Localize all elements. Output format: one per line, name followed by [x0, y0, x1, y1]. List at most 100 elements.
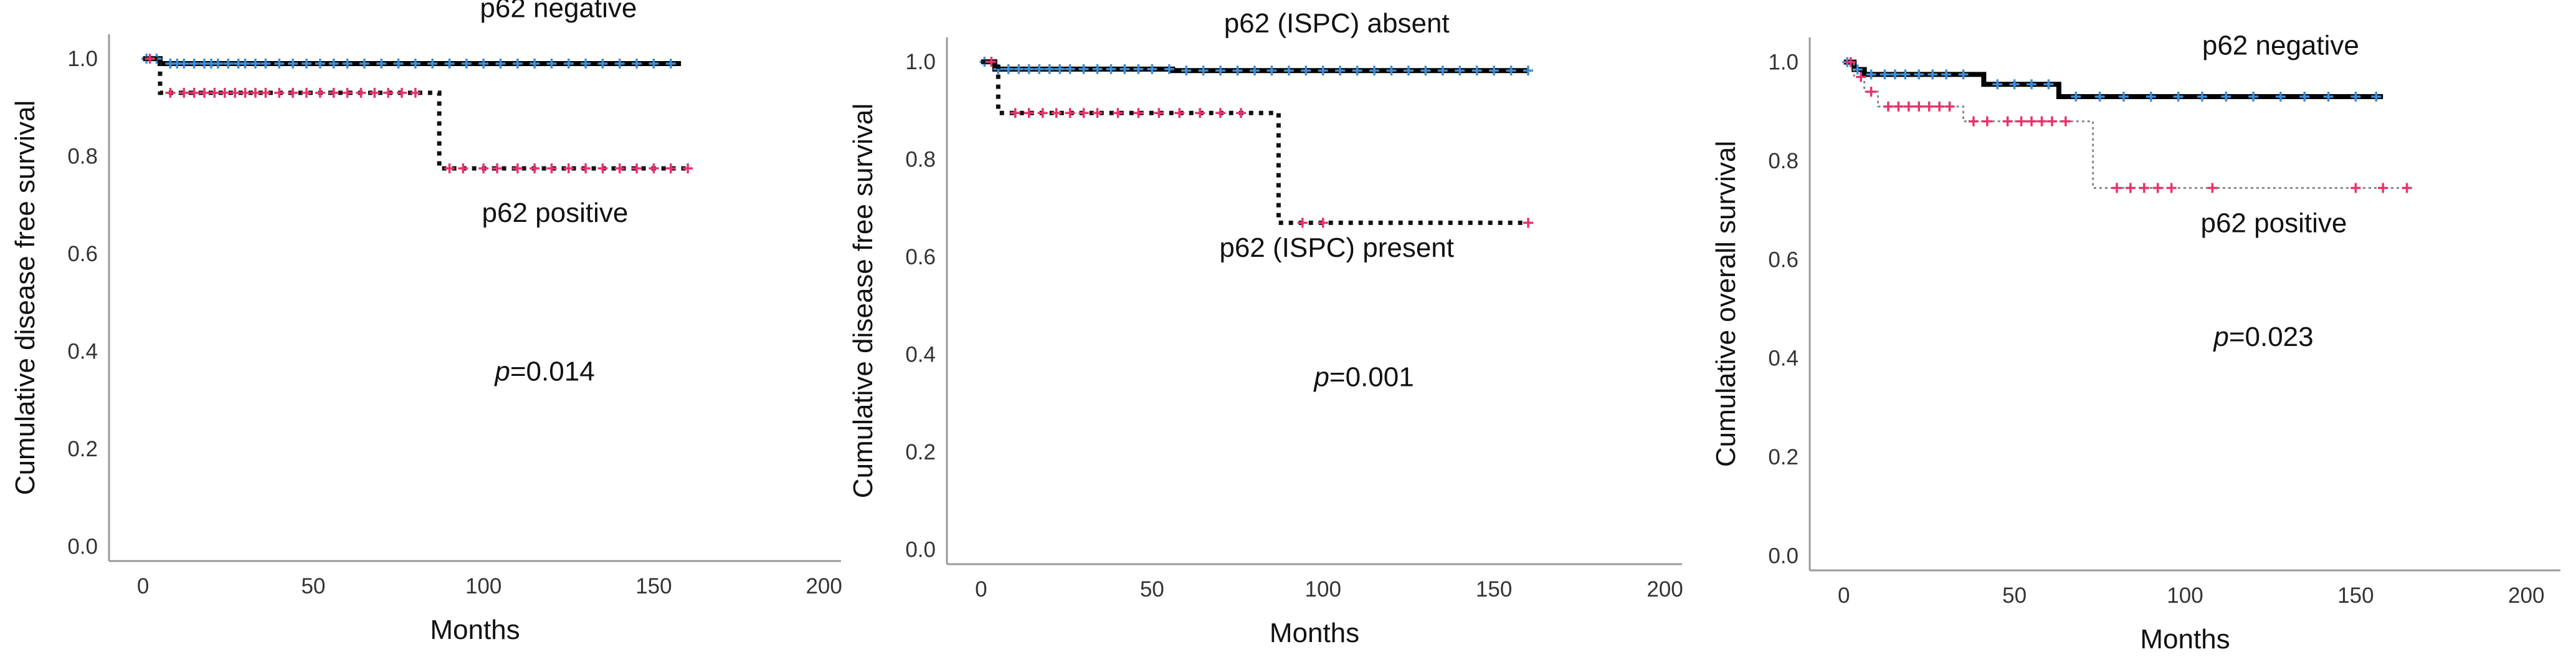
censor-mark: [2118, 92, 2129, 102]
censor-mark: [1024, 64, 1034, 74]
censor-mark: [288, 58, 298, 69]
censor-mark: [1352, 65, 1362, 76]
x-tick-label: 200: [2508, 583, 2544, 608]
censor-mark: [2248, 92, 2259, 102]
censor-mark: [1455, 65, 1465, 76]
censor-mark: [581, 163, 591, 174]
x-tick-label: 150: [1476, 577, 1512, 602]
censor-mark: [1055, 64, 1065, 74]
censor-mark: [546, 58, 557, 69]
x-tick-label: 100: [1305, 577, 1341, 602]
censor-mark: [1420, 65, 1431, 76]
censor-mark: [359, 58, 369, 69]
censor-mark: [1065, 108, 1075, 118]
censor-mark: [1174, 108, 1185, 118]
y-tick-label: 0.6: [67, 242, 98, 266]
curve-label: p62 negative: [2202, 31, 2359, 61]
censor-mark: [189, 58, 199, 69]
censor-mark: [2197, 92, 2207, 102]
censor-mark: [2046, 116, 2057, 127]
km-panel-1: 0.0 0.2 0.4 0.6 0.8 1.0 0 50 100 150 200 Months Cumu…: [10, 0, 842, 645]
censor-mark: [274, 58, 285, 69]
censor-mark: [1523, 218, 1534, 228]
y-tick-label: 1.0: [67, 47, 98, 71]
censor-mark: [2094, 92, 2105, 102]
censor-mark: [649, 58, 659, 69]
y-tick-label: 0.4: [1768, 347, 1799, 371]
censor-mark: [1297, 218, 1308, 228]
x-tick-label: 100: [465, 574, 501, 598]
censor-mark: [1927, 69, 1938, 80]
x-axis-title: Months: [430, 615, 520, 645]
censor-mark: [1968, 116, 1979, 127]
censor-mark: [212, 58, 223, 69]
censor-mark: [2027, 116, 2037, 127]
censor-mark: [1119, 64, 1130, 74]
censor-mark: [1215, 108, 1226, 118]
x-tick-label: 200: [1647, 577, 1683, 602]
censor-mark: [1944, 101, 1955, 112]
censor-mark: [1941, 69, 1952, 80]
censor-mark: [376, 58, 387, 69]
censor-mark: [1866, 87, 1876, 97]
censor-mark: [461, 58, 472, 69]
censor-mark: [342, 58, 353, 69]
survival-curve-comparison: [1843, 61, 2410, 189]
y-tick-label: 0.8: [905, 148, 936, 172]
censor-mark: [1934, 101, 1945, 112]
censor-mark: [2071, 92, 2081, 102]
censor-mark: [1044, 64, 1055, 74]
y-tick-label: 0.2: [67, 437, 98, 461]
y-tick-label: 0.2: [1768, 445, 1799, 469]
y-tick-label: 0.4: [905, 343, 936, 367]
censor-mark: [288, 87, 298, 98]
censor-mark: [397, 87, 407, 98]
y-tick-label: 0.6: [1768, 247, 1799, 272]
censor-mark: [1198, 65, 1209, 76]
censor-mark: [2139, 183, 2149, 193]
censor-mark: [512, 58, 523, 69]
censor-mark: [2350, 183, 2361, 193]
censor-mark: [1856, 72, 1866, 82]
y-tick-label: 1.0: [905, 50, 936, 74]
censor-mark: [219, 87, 230, 98]
censor-mark: [2037, 116, 2047, 127]
censor-mark: [1318, 218, 1328, 228]
censor-mark: [665, 58, 676, 69]
censor-mark: [492, 163, 503, 174]
censor-mark: [209, 87, 220, 98]
y-tick-label: 0.0: [905, 538, 936, 562]
censor-mark: [530, 163, 540, 174]
censor-mark: [199, 87, 210, 98]
censor-mark: [1078, 108, 1089, 118]
km-panel-2: 0.0 0.2 0.4 0.6 0.8 1.0 0 50 100 150 200 Months Cumu…: [848, 8, 1683, 648]
censor-mark: [410, 58, 421, 69]
censor-mark: [1318, 65, 1328, 76]
p-value-text: =0.023: [2229, 322, 2314, 352]
x-tick-label: 0: [1838, 583, 1850, 608]
censor-mark: [1914, 69, 1924, 80]
censor-mark: [581, 58, 591, 69]
censor-mark: [563, 58, 574, 69]
censor-mark: [2350, 92, 2361, 102]
censor-mark: [1147, 64, 1157, 74]
censor-mark: [1232, 65, 1243, 76]
censor-mark: [1883, 101, 1893, 112]
censor-mark: [1889, 69, 1900, 80]
y-tick-label: 0.8: [1768, 149, 1799, 173]
censor-mark: [356, 87, 366, 98]
censor-mark: [597, 163, 608, 174]
censor-mark: [1900, 69, 1911, 80]
censor-mark: [563, 163, 574, 174]
survival-curve-reference: [1843, 59, 2384, 99]
p-value-label: p=0.001: [1313, 362, 1414, 392]
censor-mark: [1924, 101, 1934, 112]
censor-mark: [369, 87, 380, 98]
censor-mark: [1164, 64, 1174, 74]
censor-mark: [444, 58, 455, 69]
censor-mark: [1215, 65, 1226, 76]
y-axis-title: Cumulative disease free survival: [848, 103, 878, 498]
censor-mark: [179, 58, 189, 69]
censor-mark: [1437, 65, 1448, 76]
